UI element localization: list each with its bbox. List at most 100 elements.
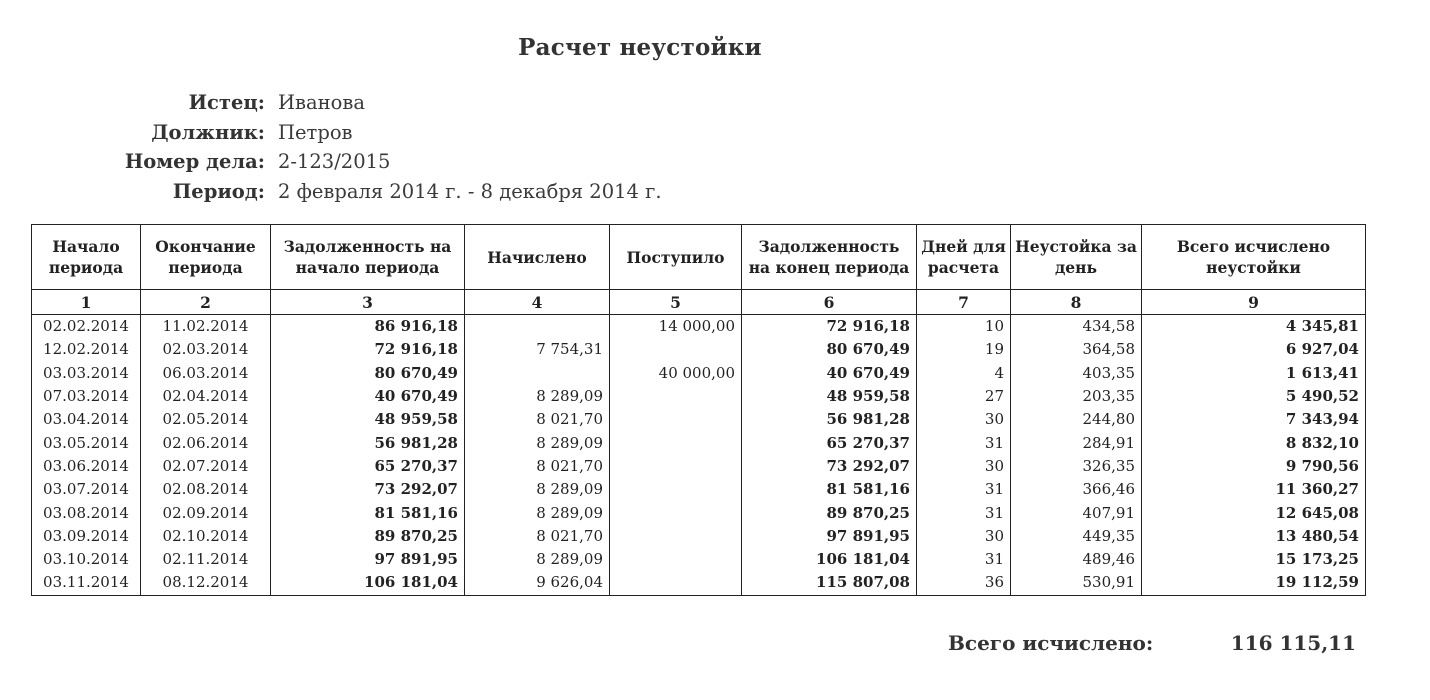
table-cell: 9 790,56 — [1141, 454, 1366, 479]
table-row: 03.11.2014 08.12.2014 106 181,04 9 626,04 11… — [31, 571, 1366, 596]
table-cell: 89 870,25 — [741, 501, 917, 525]
table-cell: 5 490,52 — [1141, 384, 1366, 409]
table-cell: 326,35 — [1010, 454, 1142, 479]
table-cell — [609, 524, 742, 548]
column-header: Поступило — [609, 224, 742, 290]
case-number-label: Номер дела: — [124, 150, 265, 173]
table-cell: 86 916,18 — [270, 314, 465, 339]
column-header: Начислено — [464, 224, 610, 290]
table-cell: 8 021,70 — [464, 524, 610, 548]
column-number: 8 — [1010, 289, 1142, 315]
table-cell: 02.11.2014 — [140, 547, 271, 572]
table-cell: 8 832,10 — [1141, 431, 1366, 455]
table-cell: 02.07.2014 — [140, 454, 271, 479]
table-cell: 02.06.2014 — [140, 431, 271, 455]
table-cell: 65 270,37 — [741, 431, 917, 455]
table-cell: 80 670,49 — [741, 338, 917, 362]
table-cell: 106 181,04 — [270, 571, 465, 596]
table-cell: 9 626,04 — [464, 571, 610, 596]
table-cell: 106 181,04 — [741, 547, 917, 572]
table-cell: 8 021,70 — [464, 408, 610, 432]
table-cell: 7 343,94 — [1141, 408, 1366, 432]
table-row: 03.10.2014 02.11.2014 97 891,95 8 289,09 106… — [31, 547, 1366, 572]
column-number: 3 — [270, 289, 465, 315]
info-row-plaintiff: Истец: Иванова — [90, 88, 662, 118]
column-number: 6 — [741, 289, 917, 315]
table-cell: 115 807,08 — [741, 571, 917, 596]
table-cell: 48 959,58 — [741, 384, 917, 409]
table-cell — [609, 501, 742, 525]
table-cell: 97 891,95 — [270, 547, 465, 572]
column-number: 1 — [31, 289, 141, 315]
table-cell — [609, 571, 742, 596]
table-body: 02.02.2014 11.02.2014 86 916,18 14 000,00 72… — [31, 314, 1366, 596]
table-cell: 73 292,07 — [270, 478, 465, 502]
page-title: Расчет неустойки — [518, 34, 762, 61]
table-cell: 72 916,18 — [741, 314, 917, 339]
table-cell: 80 670,49 — [270, 361, 465, 385]
column-number: 5 — [609, 289, 742, 315]
table-cell — [609, 408, 742, 432]
table-cell: 284,91 — [1010, 431, 1142, 455]
table-cell — [609, 338, 742, 362]
table-cell: 73 292,07 — [741, 454, 917, 479]
table-cell: 02.05.2014 — [140, 408, 271, 432]
table-cell — [464, 361, 610, 385]
column-header: Окончание периода — [140, 224, 271, 290]
table-row: 03.04.2014 02.05.2014 48 959,58 8 021,70 56 … — [31, 408, 1366, 432]
table-cell: 56 981,28 — [270, 431, 465, 455]
table-cell — [609, 384, 742, 409]
debtor-label: Должник: — [151, 120, 265, 144]
table-cell: 97 891,95 — [741, 524, 917, 548]
table-cell: 8 289,09 — [464, 478, 610, 502]
info-row-period: Период: 2 февраля 2014 г. - 8 декабря 20… — [90, 177, 662, 207]
table-cell: 203,35 — [1010, 384, 1142, 409]
column-header: Начало периода — [31, 224, 141, 290]
table-cell: 449,35 — [1010, 524, 1142, 548]
table-cell: 08.12.2014 — [140, 571, 271, 596]
table-cell: 4 — [916, 361, 1011, 385]
table-cell: 03.04.2014 — [31, 408, 141, 432]
table-cell: 6 927,04 — [1141, 338, 1366, 362]
table-cell: 02.09.2014 — [140, 501, 271, 525]
table-row: 03.03.2014 06.03.2014 80 670,49 40 000,00 40… — [31, 361, 1366, 385]
table-cell: 02.10.2014 — [140, 524, 271, 548]
table-cell: 40 000,00 — [609, 361, 742, 385]
table-cell: 8 289,09 — [464, 431, 610, 455]
table-cell: 31 — [916, 501, 1011, 525]
table-cell: 12 645,08 — [1141, 501, 1366, 525]
table-cell: 72 916,18 — [270, 338, 465, 362]
table-row: 03.05.2014 02.06.2014 56 981,28 8 289,09 65 … — [31, 431, 1366, 455]
case-number-value: 2-123/2015 — [278, 150, 391, 173]
table-cell: 03.06.2014 — [31, 454, 141, 479]
total-value: 116 115,11 — [1230, 631, 1356, 655]
table-cell: 03.09.2014 — [31, 524, 141, 548]
penalty-table: Начало периода Окончание периода Задолженн… — [31, 224, 1366, 596]
table-cell: 02.04.2014 — [140, 384, 271, 409]
table-row: 12.02.2014 02.03.2014 72 916,18 7 754,31 80 … — [31, 338, 1366, 362]
table-cell: 03.07.2014 — [31, 478, 141, 502]
table-cell — [609, 454, 742, 479]
table-cell: 36 — [916, 571, 1011, 596]
table-cell: 530,91 — [1010, 571, 1142, 596]
table-cell: 31 — [916, 478, 1011, 502]
table-cell: 40 670,49 — [270, 384, 465, 409]
table-row: 03.09.2014 02.10.2014 89 870,25 8 021,70 97 … — [31, 524, 1366, 548]
column-header: Дней для расчета — [916, 224, 1011, 290]
column-header: Задолженность на конец периода — [741, 224, 917, 290]
table-cell: 19 — [916, 338, 1011, 362]
table-cell: 434,58 — [1010, 314, 1142, 339]
plaintiff-value: Иванова — [278, 91, 365, 114]
table-cell: 48 959,58 — [270, 408, 465, 432]
column-number: 7 — [916, 289, 1011, 315]
table-cell: 03.11.2014 — [31, 571, 141, 596]
table-cell: 1 613,41 — [1141, 361, 1366, 385]
table-cell: 27 — [916, 384, 1011, 409]
table-cell: 15 173,25 — [1141, 547, 1366, 572]
table-cell: 364,58 — [1010, 338, 1142, 362]
table-cell: 366,46 — [1010, 478, 1142, 502]
total-label: Всего исчислено: — [948, 631, 1154, 655]
table-cell: 8 289,09 — [464, 501, 610, 525]
table-cell: 13 480,54 — [1141, 524, 1366, 548]
table-cell: 03.10.2014 — [31, 547, 141, 572]
